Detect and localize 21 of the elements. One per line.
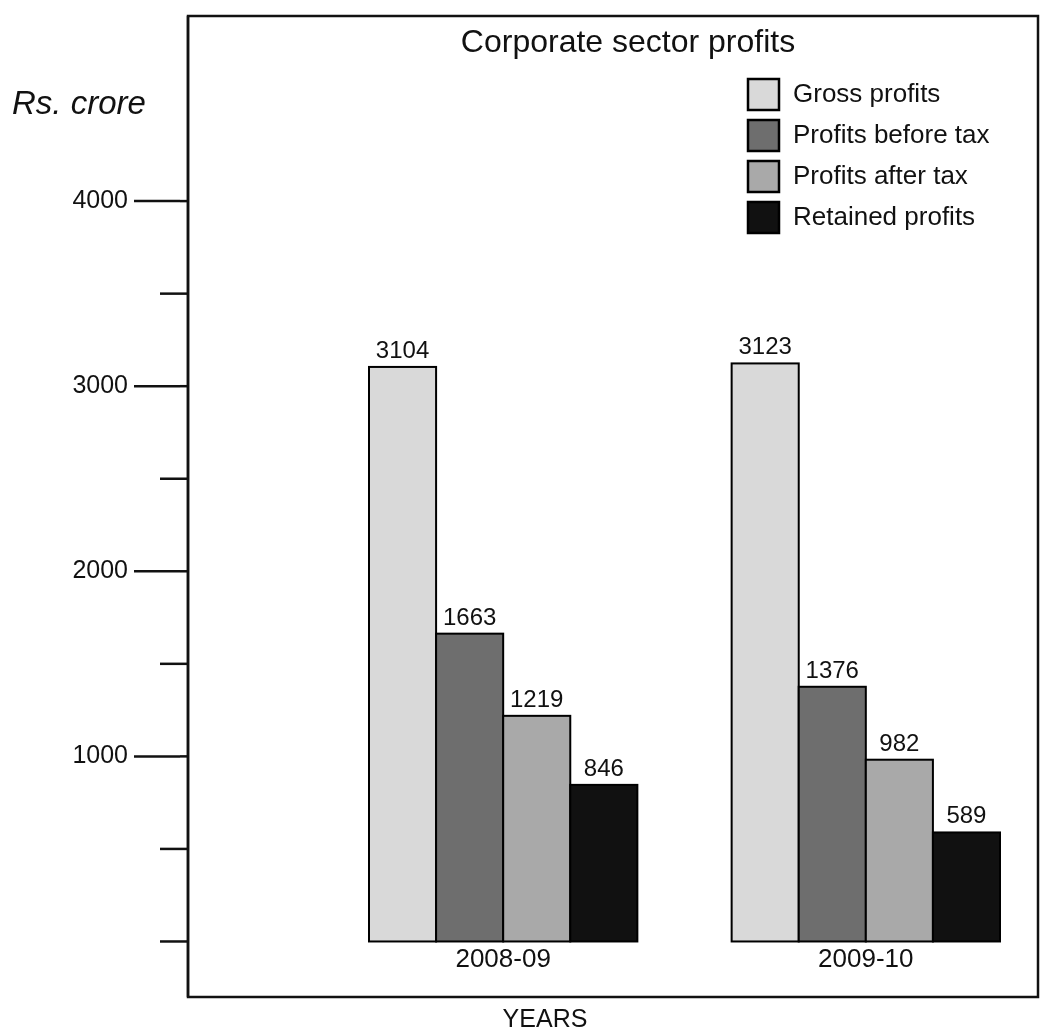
data-label: 1219 [510,684,564,712]
chart-title: Corporate sector profits [460,23,796,59]
legend-label: Profits after tax [793,159,968,190]
y-axis-title: Rs. crore [12,84,146,121]
y-tick-label: 3000 [72,369,128,398]
data-label: 982 [879,728,920,756]
data-label: 3104 [375,335,430,363]
legend-label: Retained profits [793,200,976,231]
legend-label: Profits before tax [793,118,990,149]
y-tick-label: 1000 [72,739,128,768]
y-tick-label: 2000 [72,554,128,583]
data-label: 846 [583,753,624,781]
data-label: 3123 [738,332,792,360]
x-tick-label: 2008-09 [455,943,551,973]
y-tick-label: 4000 [72,184,128,213]
data-label: 589 [946,801,987,829]
x-axis-title: YEARS [502,1004,588,1032]
data-label: 1663 [442,602,497,630]
data-label: 1376 [805,655,859,683]
x-tick-label: 2009-10 [818,943,914,973]
legend-label: Gross profits [793,77,941,108]
